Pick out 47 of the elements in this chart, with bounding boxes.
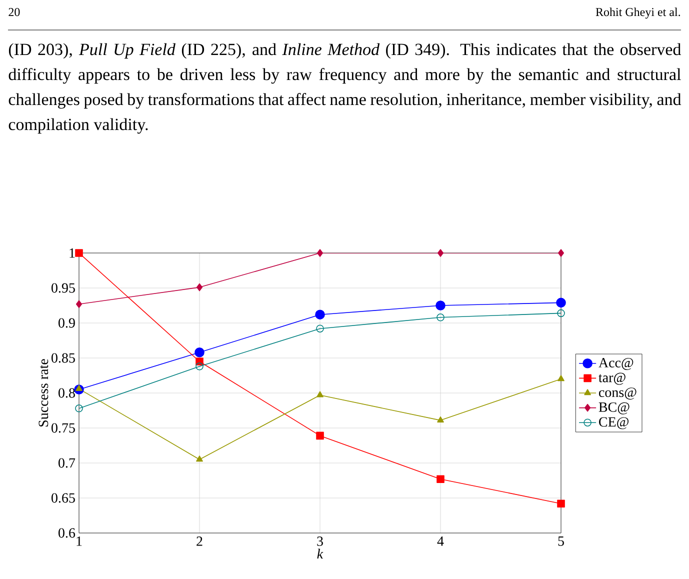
point (558, 375, 564, 382)
point (315, 310, 325, 320)
point (437, 416, 444, 422)
point (558, 249, 564, 257)
x-tick-label: 3 (317, 536, 323, 546)
legend-label: Acc@ (598, 358, 634, 370)
y-axis-title: Success rate (38, 359, 48, 426)
x-tick-label: 4 (437, 536, 444, 546)
point (557, 309, 565, 318)
point (436, 475, 444, 483)
y-tick-label: 0.6 (58, 528, 76, 538)
legend-label: CE@ (599, 417, 629, 430)
y-tick-label: 0.85 (52, 353, 75, 363)
y-tick-label: 0.7 (58, 458, 76, 468)
y-tick-label: 0.95 (52, 283, 75, 293)
point (557, 500, 565, 508)
legend-label: tar@ (598, 372, 626, 385)
point (75, 404, 83, 412)
point (75, 249, 83, 257)
x-tick-label: 5 (558, 536, 564, 546)
y-tick-label: 0.9 (58, 318, 75, 328)
x-tick-label: 1 (76, 536, 82, 546)
point (316, 432, 324, 440)
point (316, 391, 324, 398)
x-tick-label: 2 (196, 536, 202, 546)
legend-label: cons@ (598, 388, 636, 400)
text: Rohit Gheyi et al. (596, 8, 680, 19)
y-tick-label: 0.8 (58, 388, 75, 398)
point (437, 249, 444, 257)
x-axis-title: k (317, 548, 324, 558)
point (76, 300, 82, 308)
point (436, 300, 446, 310)
point (196, 362, 204, 370)
point (436, 314, 444, 322)
point (316, 249, 324, 257)
point (194, 348, 204, 358)
legend-label: BC@ (598, 402, 630, 414)
point (196, 283, 203, 292)
text: 20 (8, 8, 20, 16)
y-tick-label: 0.65 (52, 493, 75, 503)
point (76, 384, 82, 391)
point (556, 298, 566, 308)
y-tick-label: 0.75 (52, 423, 75, 433)
point (316, 324, 324, 332)
y-tick-label: 1 (70, 248, 75, 258)
point (196, 456, 203, 462)
text: (ID 203), Pull Up Field (ID 225), and Inline Method (ID 349). This indicates that the observed difficulty appears to be driven less by raw frequency and more by the semantic and structural challenges posed by transformations that affect name resolution, inheritance, member visibility, and compilation validity. (8, 43, 682, 134)
